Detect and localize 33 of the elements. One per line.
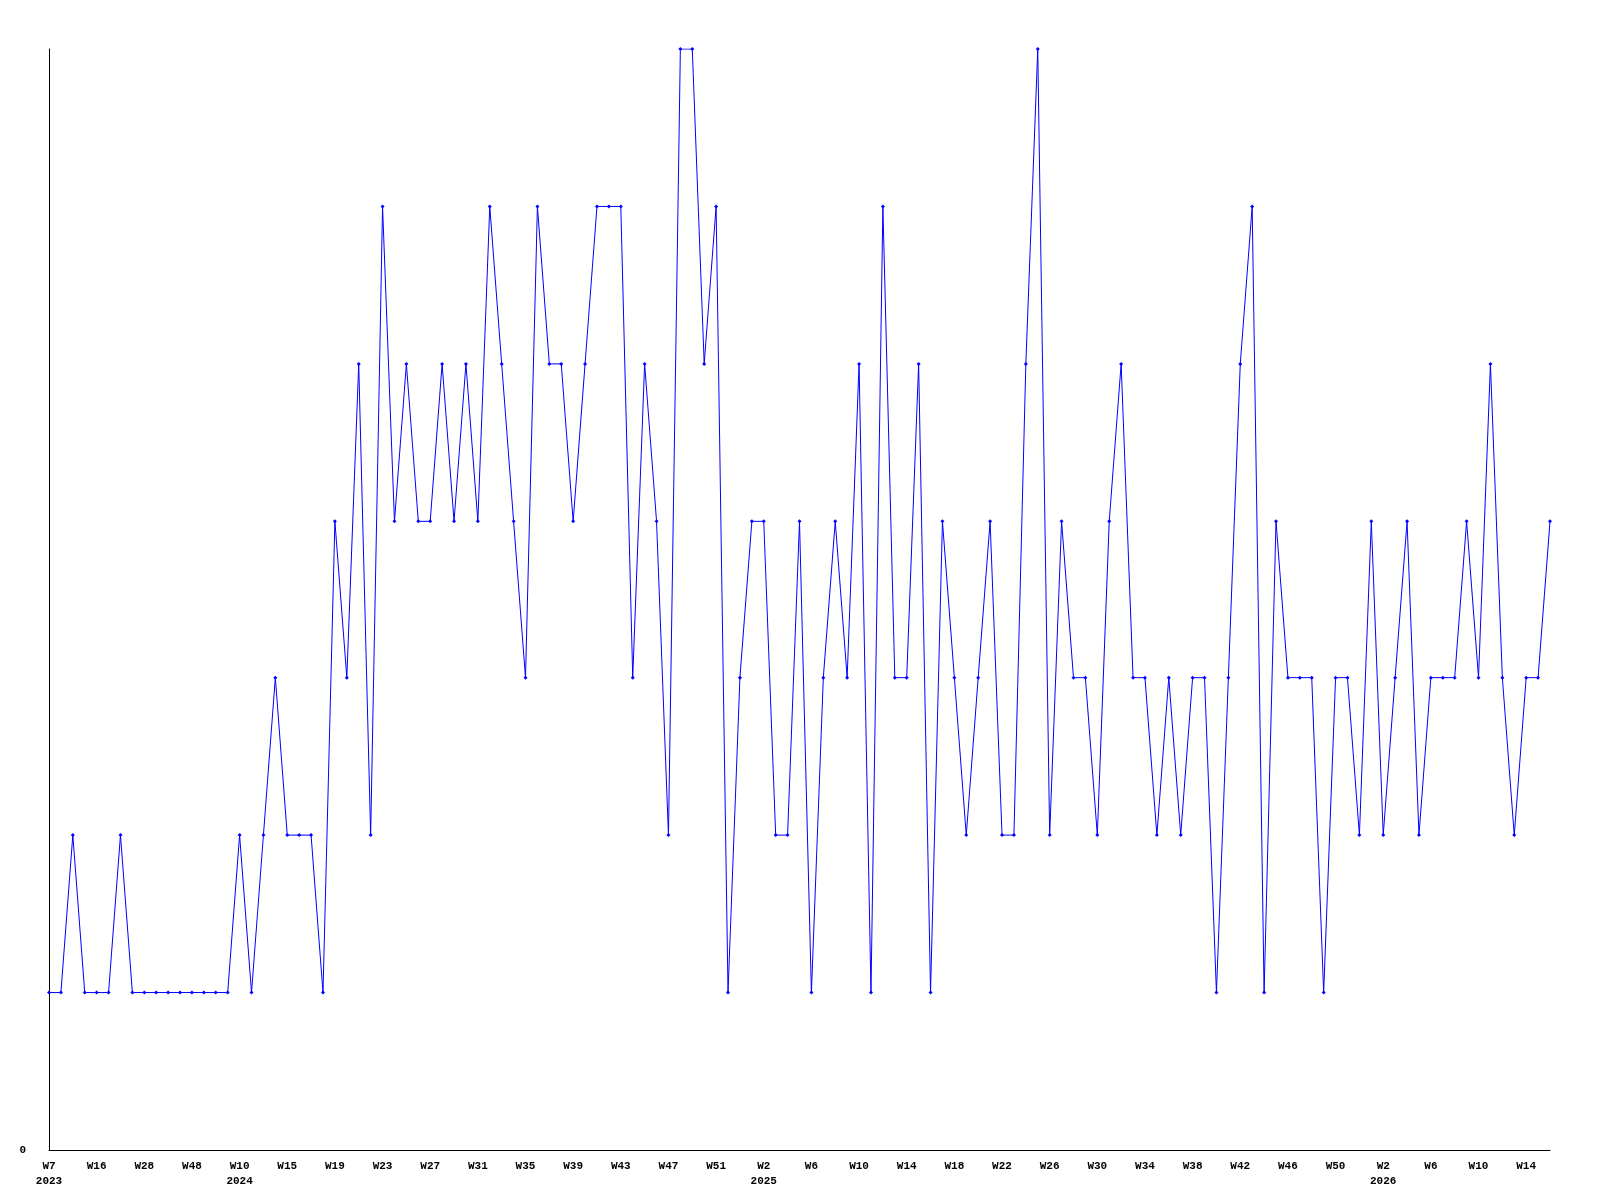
text: 0 — [19, 1143, 26, 1156]
x-tick-label: W51 — [706, 1159, 727, 1172]
x-tick-label: W7 2023 — [35, 1159, 63, 1187]
x-tick-label: W50 — [1325, 1159, 1346, 1172]
x-tick-label: W18 — [944, 1159, 965, 1172]
x-tick-label: W35 — [515, 1159, 536, 1172]
x-tick-label: W14 — [1516, 1159, 1537, 1172]
x-tick-label: W34 — [1135, 1159, 1156, 1172]
x-tick-label: W16 — [86, 1159, 107, 1172]
x-tick-label: W28 — [134, 1159, 155, 1172]
x-tick-label: W43 — [610, 1159, 632, 1172]
x-tick-label: W6 — [1424, 1159, 1438, 1172]
x-tick-label: W42 — [1230, 1159, 1251, 1172]
x-tick-label: W46 — [1278, 1159, 1298, 1172]
x-tick-label: W15 — [277, 1159, 298, 1172]
x-tick-label: W27 — [420, 1159, 441, 1172]
x-tick-label: W14 — [896, 1159, 918, 1172]
x-tick-label: W26 — [1039, 1159, 1060, 1172]
x-tick-label: W39 — [563, 1159, 584, 1172]
x-tick-label: W47 — [658, 1159, 679, 1172]
x-tick-label: W19 — [325, 1159, 345, 1172]
x-tick-label: W2 2026 — [1370, 1159, 1397, 1187]
x-tick-label: W38 — [1182, 1159, 1203, 1172]
x-tick-label: W48 — [182, 1159, 203, 1172]
x-tick-label: W31 — [467, 1159, 489, 1172]
x-tick-label: W2 2025 — [750, 1159, 778, 1187]
x-tick-label: W10 — [1468, 1159, 1489, 1172]
x-tick-label: W23 — [372, 1159, 393, 1172]
x-tick-label: W10 2024 — [226, 1159, 254, 1187]
x-tick-label: W10 — [849, 1159, 869, 1172]
x-tick-label: W6 — [804, 1159, 819, 1172]
x-tick-label: W30 — [1087, 1159, 1108, 1172]
x-tick-label: W22 — [992, 1159, 1012, 1172]
